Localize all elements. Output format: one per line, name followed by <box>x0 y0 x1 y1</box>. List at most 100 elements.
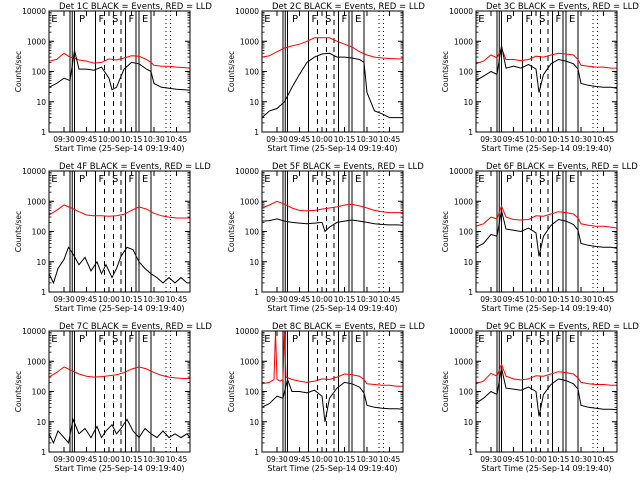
y-tick-label: 1000 <box>240 37 259 46</box>
plot-frame <box>261 10 404 133</box>
y-tick-label: 100 <box>459 228 474 237</box>
x-tick-label: 10:00 <box>311 295 333 304</box>
marker-letter: P <box>292 334 298 345</box>
plot-frame <box>475 330 618 453</box>
x-axis-label: Start Time (25-Sep-14 09:19:40) <box>54 304 184 313</box>
events-rate-line <box>262 52 403 119</box>
plot-frame <box>261 330 404 453</box>
marker-letter: P <box>79 14 85 25</box>
y-tick-label: 10 <box>463 258 473 267</box>
x-tick-label: 10:45 <box>593 295 615 304</box>
y-tick-label: 10000 <box>235 167 259 176</box>
series-group <box>476 45 617 93</box>
x-tick-label: 09:30 <box>53 295 75 304</box>
x-tick-label: 10:30 <box>570 295 592 304</box>
series-group <box>262 200 403 233</box>
marker-letter: E <box>51 174 57 185</box>
x-tick-label: 09:30 <box>53 455 75 464</box>
marker-letter: E <box>569 334 575 345</box>
y-tick-label: 100 <box>245 388 260 397</box>
y-tick-label: 1000 <box>454 197 473 206</box>
x-tick-label: 10:45 <box>379 295 401 304</box>
events-rate-line <box>262 377 403 422</box>
y-tick-label: 10000 <box>235 7 259 16</box>
y-tick-label: 10000 <box>235 327 259 336</box>
series-group <box>476 204 617 257</box>
series-group <box>476 362 617 417</box>
marker-letter: P <box>506 334 512 345</box>
x-tick-label: 09:45 <box>503 455 525 464</box>
time-marker-lines <box>282 171 384 292</box>
x-tick-label: 10:00 <box>525 295 547 304</box>
x-axis-label: Start Time (25-Sep-14 09:19:40) <box>267 464 397 473</box>
panel-title: Det 9C BLACK = Events, RED = LLD <box>486 322 639 332</box>
marker-letter: P <box>506 14 512 25</box>
y-tick-label: 100 <box>32 388 47 397</box>
marker-letter: F <box>129 334 135 345</box>
y-axis-label: Counts/sec <box>227 371 236 412</box>
detector-panel: Det 1C BLACK = Events, RED = LLD 1 10 100 10… <box>14 2 212 153</box>
detector-panel: Det 2C BLACK = Events, RED = LLD 1 10 100 10… <box>227 2 425 153</box>
y-tick-label: 100 <box>32 228 47 237</box>
panel-title: Det 3C BLACK = Events, RED = LLD <box>486 2 639 12</box>
marker-letter: E <box>264 174 270 185</box>
x-tick-label: 10:15 <box>121 455 143 464</box>
x-tick-label: 10:30 <box>356 295 378 304</box>
x-tick-label: 10:45 <box>593 135 615 144</box>
x-tick-label: 09:45 <box>76 295 98 304</box>
events-rate-line <box>476 45 617 93</box>
y-axis-label: Counts/sec <box>441 51 450 92</box>
x-tick-label: 09:45 <box>289 295 311 304</box>
marker-letter: E <box>51 14 57 25</box>
events-rate-line <box>476 367 617 417</box>
y-tick-label: 1000 <box>240 357 259 366</box>
marker-letter: S <box>325 174 331 185</box>
x-tick-label: 09:30 <box>53 135 75 144</box>
panel-title: Det 8C BLACK = Events, RED = LLD <box>272 322 425 332</box>
marker-letter: F <box>99 14 105 25</box>
x-tick-label: 10:30 <box>143 455 165 464</box>
marker-letter: S <box>112 174 118 185</box>
marker-letter: E <box>569 174 575 185</box>
y-tick-label: 100 <box>32 68 47 77</box>
marker-letter: S <box>112 334 118 345</box>
x-tick-label: 10:15 <box>548 135 570 144</box>
x-tick-label: 10:45 <box>593 455 615 464</box>
marker-letter: F <box>342 14 348 25</box>
x-tick-label: 09:30 <box>266 135 288 144</box>
x-tick-label: 10:00 <box>98 135 120 144</box>
y-axis-label: Counts/sec <box>14 211 23 252</box>
plot-frame <box>48 330 191 453</box>
y-tick-label: 1000 <box>27 37 46 46</box>
x-tick-label: 09:45 <box>289 135 311 144</box>
y-tick-label: 1 <box>468 448 473 457</box>
detector-panel: Det 3C BLACK = Events, RED = LLD 1 10 100 10… <box>441 2 639 153</box>
marker-letter: F <box>129 174 135 185</box>
marker-letter: F <box>526 334 532 345</box>
panel-title: Det 1C BLACK = Events, RED = LLD <box>59 2 212 12</box>
y-tick-label: 1 <box>41 128 46 137</box>
lld-rate-line <box>49 52 190 69</box>
x-tick-label: 10:30 <box>143 135 165 144</box>
x-tick-label: 09:45 <box>76 135 98 144</box>
x-tick-label: 10:00 <box>525 455 547 464</box>
time-marker-lines <box>496 171 598 292</box>
marker-letter: F <box>312 334 318 345</box>
detector-panel: Det 9C BLACK = Events, RED = LLD 1 10 100 10… <box>441 322 639 473</box>
marker-letter: F <box>342 174 348 185</box>
plot-frame <box>48 170 191 293</box>
time-marker-lines <box>69 11 171 132</box>
marker-letter: P <box>292 174 298 185</box>
series-group <box>49 204 190 285</box>
y-tick-label: 10 <box>36 258 46 267</box>
x-tick-label: 10:45 <box>379 135 401 144</box>
time-marker-lines <box>282 11 384 132</box>
y-tick-label: 10 <box>249 418 259 427</box>
time-marker-lines <box>496 331 598 452</box>
marker-letter: F <box>526 14 532 25</box>
x-tick-label: 10:00 <box>98 455 120 464</box>
x-tick-label: 10:30 <box>570 135 592 144</box>
x-tick-label: 09:45 <box>76 455 98 464</box>
marker-letter: F <box>526 174 532 185</box>
y-tick-label: 10 <box>36 98 46 107</box>
